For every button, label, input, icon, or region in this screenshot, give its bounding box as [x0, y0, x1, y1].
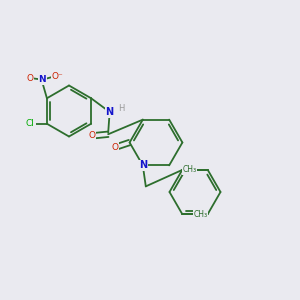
Text: CH₃: CH₃ — [193, 210, 207, 219]
Text: O: O — [88, 131, 95, 140]
Text: N: N — [39, 75, 46, 84]
Text: H: H — [118, 104, 124, 113]
Text: O: O — [26, 74, 33, 82]
Text: CH₃: CH₃ — [183, 165, 197, 174]
Text: N: N — [106, 107, 114, 117]
Text: O⁻: O⁻ — [52, 72, 63, 81]
Text: O: O — [111, 142, 118, 152]
Text: N: N — [139, 160, 147, 170]
Text: Cl: Cl — [26, 119, 35, 128]
